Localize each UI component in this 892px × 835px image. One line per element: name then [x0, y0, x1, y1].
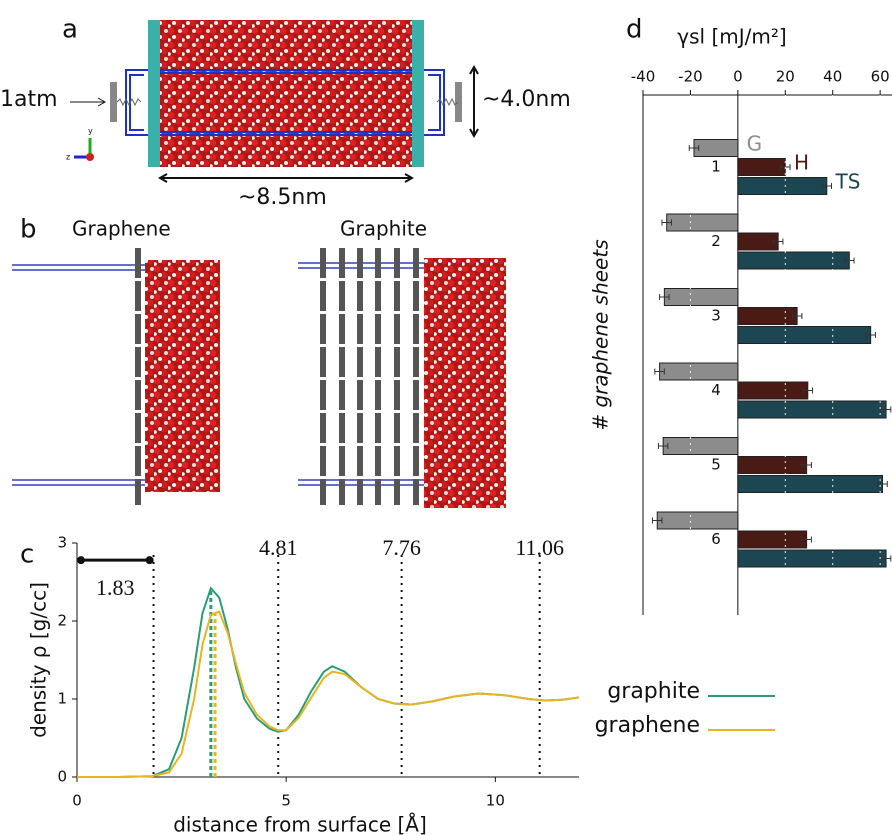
error-bar	[880, 555, 892, 562]
data-line	[77, 610, 580, 778]
arrow	[157, 173, 415, 183]
y-axis-label: density ρ [g/cc]	[27, 582, 51, 738]
panel-label: a	[62, 15, 78, 45]
bar	[662, 437, 739, 455]
error-bar	[772, 238, 784, 245]
bar	[666, 213, 739, 232]
bar	[737, 251, 850, 270]
panel-title: Graphene	[72, 217, 171, 241]
error-bar	[654, 368, 665, 375]
wall	[412, 20, 424, 167]
arrow-end	[77, 556, 85, 565]
panel-label: b	[20, 215, 37, 245]
x-axis-label: γsl [mJ/m²]	[677, 25, 786, 49]
legend-label: TS	[835, 170, 861, 194]
bar	[656, 511, 739, 530]
error-bar	[877, 481, 888, 487]
x-tick-label: 0	[72, 792, 82, 810]
bar	[737, 381, 809, 400]
data-line	[77, 586, 580, 778]
y-tick-label: 3	[711, 307, 721, 325]
bar	[737, 530, 808, 549]
x-tick-label: -40	[631, 68, 656, 86]
water-block	[424, 258, 506, 508]
error-bar	[865, 332, 876, 338]
bar	[737, 549, 887, 568]
y-tick-label: 1	[711, 158, 721, 176]
pressure-label: 1atm	[0, 87, 58, 112]
error-bar	[821, 183, 833, 189]
y-tick-label: 4	[711, 381, 721, 399]
reference-label: 4.81	[259, 535, 298, 560]
legend-label: H	[794, 151, 809, 175]
error-bar	[801, 536, 812, 543]
legend-label: G	[747, 132, 763, 156]
y-axis-label: # graphene sheets	[589, 239, 613, 430]
graphene-sheets	[135, 248, 419, 505]
legend-label: graphite	[607, 679, 700, 704]
error-bar	[688, 145, 700, 151]
bar	[737, 177, 828, 195]
reference-label: 11.06	[515, 535, 564, 560]
panel-title: Graphite	[340, 217, 427, 241]
x-tick-label: 10	[486, 792, 505, 810]
axes-icon: yz	[66, 127, 94, 162]
bar	[693, 139, 739, 157]
bar	[737, 475, 884, 493]
error-bar	[661, 219, 672, 226]
piston	[110, 82, 117, 122]
reference-label: 1.83	[96, 575, 135, 600]
error-bar	[651, 517, 663, 524]
arrow-end	[145, 556, 154, 565]
y-tick-label: 0	[57, 768, 67, 786]
error-bar	[791, 313, 803, 319]
bar	[659, 362, 739, 381]
x-tick-label: 60	[871, 68, 890, 86]
bar	[737, 307, 798, 325]
x-tick-label: 20	[776, 68, 795, 86]
water-block	[145, 260, 220, 492]
error-bar	[880, 406, 892, 413]
arrow	[469, 64, 479, 139]
width-label: ~8.5nm	[238, 185, 327, 210]
bar	[663, 288, 739, 306]
x-tick-label: 40	[823, 68, 842, 86]
box-lines	[125, 69, 445, 136]
y-tick-label: 6	[711, 530, 721, 548]
svg-text:z: z	[66, 153, 70, 162]
water-box	[160, 20, 412, 167]
error-bar	[844, 257, 855, 264]
error-bar	[802, 387, 814, 394]
panel-label: d	[626, 15, 643, 45]
height-label: ~4.0nm	[482, 87, 571, 112]
box-lines	[12, 262, 505, 486]
y-tick-label: 2	[57, 612, 67, 630]
y-tick-label: 3	[57, 534, 67, 552]
x-tick-label: 5	[281, 792, 291, 810]
error-bar	[657, 443, 669, 449]
y-tick-label: 5	[711, 456, 721, 474]
arrow	[70, 97, 107, 107]
legend-label: graphene	[595, 713, 700, 738]
y-tick-label: 2	[711, 232, 721, 250]
bar	[737, 400, 887, 419]
bar	[737, 158, 786, 176]
panel-label: c	[20, 540, 34, 570]
x-axis-label: distance from surface [Å]	[173, 813, 427, 835]
error-bar	[659, 294, 670, 300]
reference-label: 7.76	[382, 535, 421, 560]
spring	[116, 97, 142, 107]
y-tick-label: 1	[57, 690, 67, 708]
svg-text:y: y	[88, 127, 93, 136]
bar	[737, 326, 872, 344]
bar	[737, 232, 779, 251]
x-tick-label: -20	[678, 68, 703, 86]
spring	[436, 97, 459, 107]
x-tick-label: 0	[733, 68, 743, 86]
error-bar	[801, 462, 812, 468]
wall	[148, 20, 160, 167]
piston	[455, 82, 462, 122]
bar	[737, 456, 808, 474]
